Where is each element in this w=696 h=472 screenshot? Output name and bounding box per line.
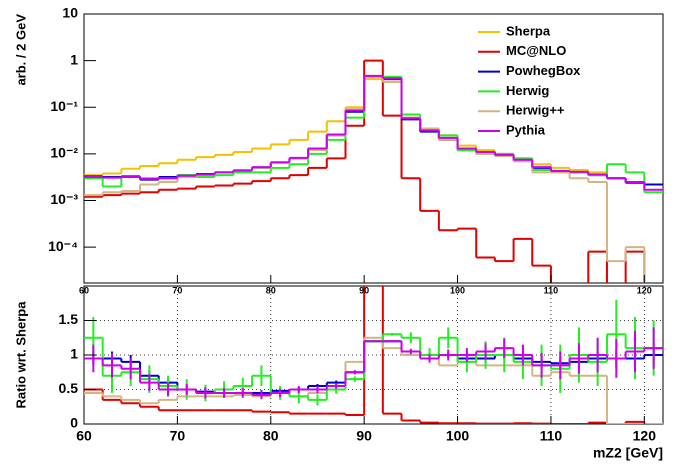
x-tick-label: 100 [450,285,465,295]
top-plot [84,59,663,283]
y-tick-label: 10⁻² [50,145,78,161]
y-tick-label: 1 [70,51,78,67]
x-axis-label: mZ2 [GeV] [593,445,663,461]
legend-label: Sherpa [506,23,551,38]
series [84,75,663,194]
y-tick-label: 10⁻¹ [50,98,78,114]
y-tick-label: 10 [62,5,78,21]
y-tick-label: 10⁻⁴ [48,238,78,254]
legend-label: Pythia [506,122,546,137]
x-tick-label: 80 [266,285,276,295]
legend-label: PowhegBox [506,63,581,78]
x-tick-label: 60 [79,285,89,295]
x-tick-label: 120 [633,428,657,444]
x-tick-label: 90 [356,428,372,444]
series [84,75,663,186]
x-tick-label: 60 [76,428,92,444]
y-axis-label: arb. / 2 GeV [13,14,28,86]
x-tick-label: 80 [263,428,279,444]
ratio-y-axis-label: Ratio wrt. Sherpa [13,301,28,409]
series [84,340,663,397]
x-tick-label: 100 [446,428,470,444]
y-tick-label: 10⁻³ [50,191,78,207]
x-tick-label: 70 [172,285,182,295]
x-tick-label: 70 [170,428,186,444]
series [84,327,663,400]
series [84,78,663,186]
y-tick-label: 1.5 [59,311,79,327]
x-tick-label: 120 [637,285,652,295]
legend-label: MC@NLO [506,43,566,58]
top-frame [83,13,664,284]
x-tick-label: 90 [359,285,369,295]
y-tick-label: 1 [70,346,78,362]
legend-label: Herwig++ [506,103,565,118]
y-tick-label: 0.5 [59,380,79,396]
legend-label: Herwig [506,83,549,98]
x-tick-label: 110 [544,285,559,295]
series [84,286,663,424]
series [84,74,663,191]
x-tick-label: 110 [540,428,563,444]
y-tick-label: 0 [70,415,78,431]
ratio-plot [84,286,663,424]
